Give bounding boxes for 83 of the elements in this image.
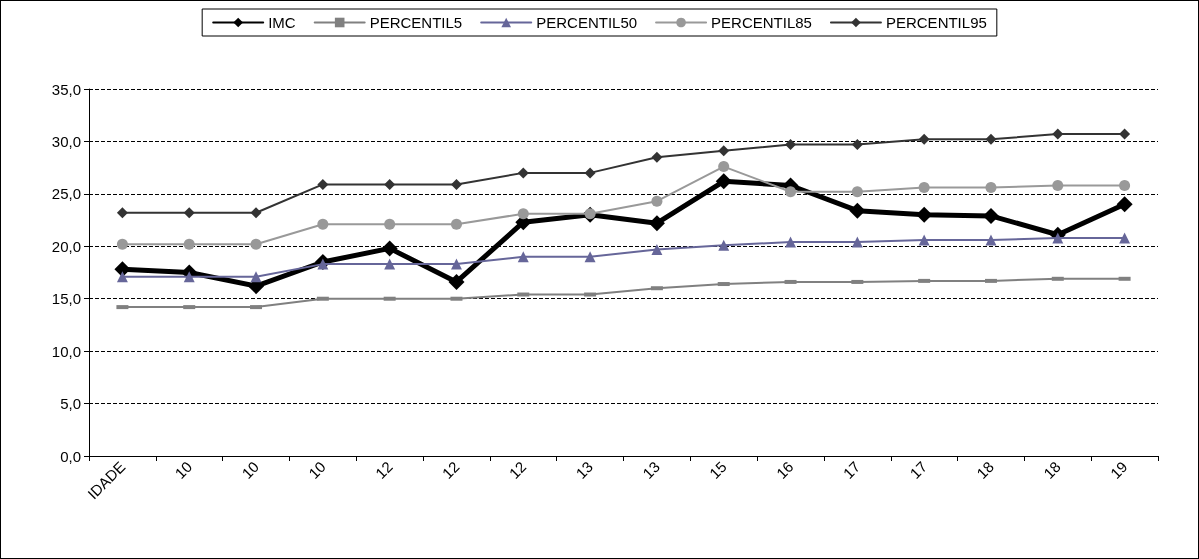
point bbox=[651, 243, 663, 255]
point bbox=[317, 218, 329, 230]
point bbox=[317, 178, 329, 190]
x-tick-label: 17 bbox=[906, 457, 931, 482]
point bbox=[918, 133, 930, 145]
point bbox=[114, 261, 131, 278]
point bbox=[918, 182, 930, 194]
x-tick-label: 18 bbox=[973, 457, 997, 482]
y-tick-label: 20,0 bbox=[51, 237, 81, 255]
point bbox=[183, 207, 195, 219]
y-tick-label: 10,0 bbox=[51, 342, 81, 360]
point bbox=[250, 207, 262, 219]
legend-label: IMC bbox=[268, 14, 296, 31]
point bbox=[1116, 196, 1133, 213]
point bbox=[651, 151, 663, 163]
point bbox=[116, 271, 128, 283]
legend-label: PERCENTIL5 bbox=[369, 14, 463, 31]
point bbox=[1119, 128, 1131, 140]
x-tick-label: 12 bbox=[371, 457, 396, 482]
point bbox=[448, 273, 465, 290]
point bbox=[985, 182, 997, 194]
point bbox=[851, 186, 863, 198]
x-tick-label: 12 bbox=[505, 457, 530, 482]
point bbox=[183, 238, 195, 250]
point bbox=[849, 202, 866, 219]
point bbox=[715, 173, 732, 190]
point bbox=[450, 218, 462, 230]
point bbox=[450, 258, 462, 270]
x-tick-label: 10 bbox=[171, 457, 196, 482]
x-tick-label: 10 bbox=[305, 457, 329, 482]
point bbox=[517, 208, 529, 220]
legend-label: PERCENTIL50 bbox=[536, 14, 638, 31]
point bbox=[381, 240, 398, 257]
point bbox=[785, 139, 797, 151]
x-tick-label: 13 bbox=[572, 457, 597, 482]
legend-label: PERCENTIL95 bbox=[885, 14, 987, 31]
x-tick-label: 13 bbox=[639, 457, 663, 482]
point bbox=[718, 161, 730, 173]
legend-label: PERCENTIL85 bbox=[711, 14, 812, 31]
y-tick-label: 35,0 bbox=[51, 80, 81, 98]
point bbox=[1119, 232, 1131, 244]
y-tick-label: 25,0 bbox=[51, 185, 81, 203]
point bbox=[584, 167, 596, 179]
point bbox=[384, 218, 396, 230]
point bbox=[785, 236, 797, 248]
point bbox=[718, 239, 730, 251]
point bbox=[317, 258, 329, 270]
x-tick-label: 17 bbox=[839, 457, 864, 482]
x-tick-label: 18 bbox=[1039, 457, 1064, 482]
x-tick-label: 12 bbox=[438, 457, 463, 482]
point bbox=[517, 167, 529, 179]
point bbox=[648, 215, 665, 232]
point bbox=[517, 251, 529, 263]
point bbox=[985, 133, 997, 145]
x-tick-label: 16 bbox=[772, 457, 797, 482]
point bbox=[116, 207, 128, 219]
point bbox=[450, 178, 462, 190]
y-tick-label: 15,0 bbox=[51, 290, 81, 308]
point bbox=[651, 195, 663, 207]
point bbox=[851, 236, 863, 248]
x-tick-label: 15 bbox=[705, 457, 730, 482]
point bbox=[851, 139, 863, 151]
point bbox=[785, 186, 797, 198]
point bbox=[1052, 232, 1064, 244]
point bbox=[1052, 179, 1064, 191]
point bbox=[384, 178, 396, 190]
x-tick-label: 10 bbox=[238, 457, 263, 482]
point bbox=[1052, 128, 1064, 140]
point bbox=[116, 238, 128, 250]
point bbox=[918, 234, 930, 246]
x-tick-label: 19 bbox=[1106, 457, 1131, 482]
y-tick-label: 0,0 bbox=[60, 447, 81, 465]
point bbox=[584, 251, 596, 263]
point bbox=[916, 206, 933, 223]
point bbox=[1119, 179, 1131, 191]
point bbox=[985, 234, 997, 246]
y-tick-label: 5,0 bbox=[60, 395, 81, 413]
point bbox=[718, 145, 730, 157]
point bbox=[183, 271, 195, 283]
point bbox=[250, 238, 262, 250]
point bbox=[250, 271, 262, 283]
point bbox=[384, 258, 396, 270]
y-tick-label: 30,0 bbox=[51, 132, 81, 150]
